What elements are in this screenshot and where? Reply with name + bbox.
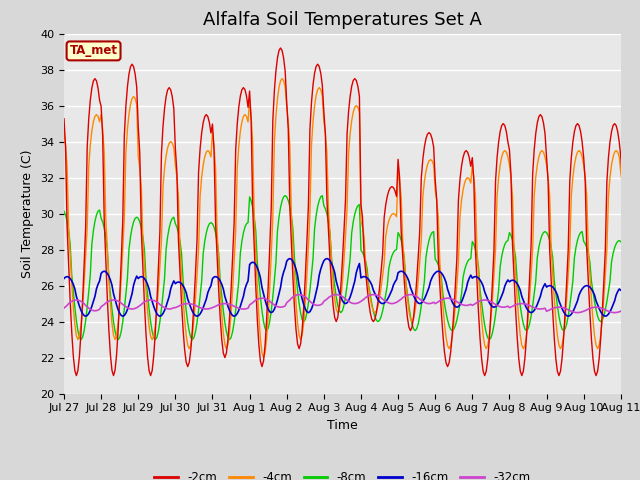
Y-axis label: Soil Temperature (C): Soil Temperature (C): [22, 149, 35, 278]
Legend: -2cm, -4cm, -8cm, -16cm, -32cm: -2cm, -4cm, -8cm, -16cm, -32cm: [150, 466, 535, 480]
Title: Alfalfa Soil Temperatures Set A: Alfalfa Soil Temperatures Set A: [203, 11, 482, 29]
X-axis label: Time: Time: [327, 419, 358, 432]
Text: TA_met: TA_met: [70, 44, 118, 58]
